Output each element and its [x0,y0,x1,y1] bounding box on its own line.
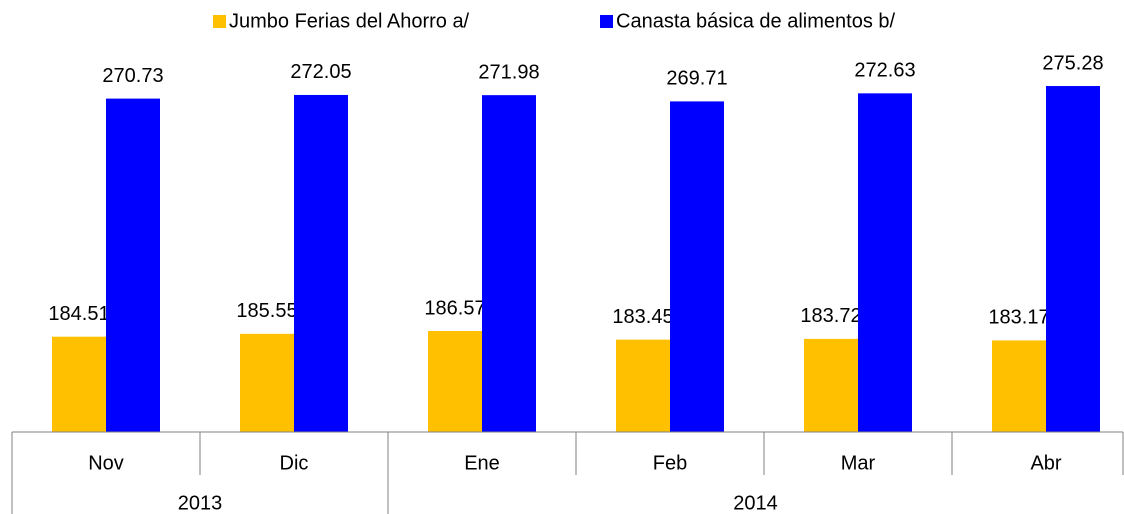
legend-label: Jumbo Ferias del Ahorro a/ [229,10,470,32]
value-label: 272.05 [290,61,351,83]
legend-swatch [213,15,226,28]
bar [294,94,348,433]
value-label: 271.98 [478,61,539,83]
x-tick-label: Nov [88,452,124,474]
value-label: 186.57 [424,297,485,319]
bar [106,98,160,433]
bar [1046,86,1100,433]
legend-swatch [600,15,613,28]
bar [240,333,294,432]
bar [428,331,482,432]
bar [52,336,106,432]
value-label: 270.73 [102,65,163,87]
bar [616,339,670,432]
group-label: 2014 [733,492,778,514]
value-label: 183.45 [612,306,673,328]
value-label: 185.55 [236,300,297,322]
x-tick-label: Mar [841,452,876,474]
x-tick-label: Dic [280,452,309,474]
value-label: 269.71 [666,68,727,90]
bar [804,338,858,432]
bar [858,93,912,432]
x-tick-label: Abr [1030,452,1061,474]
x-tick-label: Feb [653,452,687,474]
bar [992,340,1046,432]
bar [482,95,536,433]
group-label: 2013 [178,492,223,514]
value-label: 272.63 [854,60,915,82]
bar [670,101,724,432]
value-label: 275.28 [1042,52,1103,74]
x-tick-label: Ene [464,452,500,474]
value-label: 184.51 [48,303,109,325]
value-label: 183.17 [988,307,1049,329]
value-label: 183.72 [800,305,861,327]
legend-label: Canasta básica de alimentos b/ [616,10,895,32]
